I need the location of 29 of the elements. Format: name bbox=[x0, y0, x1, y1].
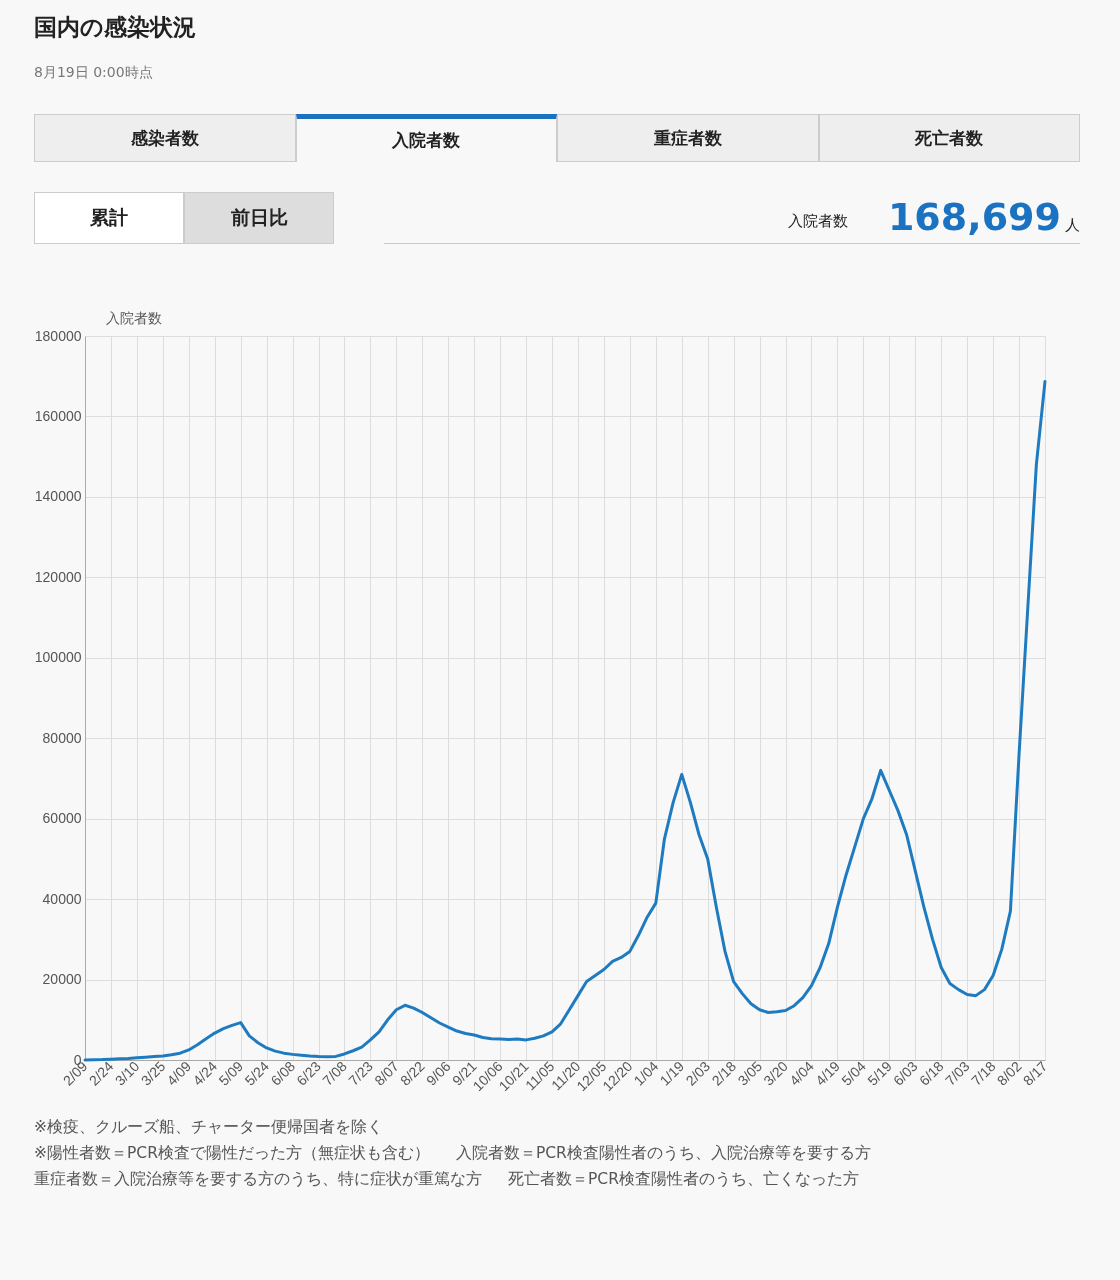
tab-button: 死亡者数 bbox=[818, 114, 1080, 162]
text: 死亡者数＝PCR検査陽性者のうち、亡くなった方 bbox=[508, 1170, 859, 1188]
toggle-button: 前日比 bbox=[184, 192, 334, 244]
chart-title: 国内の感染状況 bbox=[34, 13, 197, 42]
chart-subtitle: 8月19日 0:00時点 bbox=[34, 64, 154, 82]
y-tick-label: 180000 bbox=[34, 327, 82, 344]
y-tick-label: 160000 bbox=[34, 407, 82, 424]
y-tick-label: 40000 bbox=[42, 890, 82, 907]
tab-button: 重症者数 bbox=[557, 114, 819, 162]
y-tick-label: 140000 bbox=[34, 488, 82, 505]
x-tick-label: 7/23 bbox=[345, 1057, 376, 1089]
text: 入院者数＝PCR検査陽性者のうち、入院治療等を要する方 bbox=[455, 1144, 871, 1162]
y-tick-label: 100000 bbox=[34, 649, 82, 666]
y-tick-label: 20000 bbox=[42, 971, 82, 988]
y-tick-label: 80000 bbox=[42, 729, 82, 746]
x-tick-label: 5/24 bbox=[241, 1057, 273, 1089]
text: ※検疫、クルーズ船、チャーター便帰国者を除く bbox=[34, 1118, 383, 1136]
text: 入院者数 bbox=[106, 309, 162, 326]
toggle-button: 累計 bbox=[34, 192, 184, 244]
y-tick-label: 120000 bbox=[34, 568, 82, 585]
y-tick-label: 60000 bbox=[42, 810, 82, 827]
x-tick-label: 4/04 bbox=[786, 1057, 818, 1089]
text: 入院者数 bbox=[787, 212, 848, 231]
text: 重症者数＝入院治療等を要する方のうち、特に症状が重篤な方 bbox=[34, 1170, 482, 1188]
tab-button: 入院者数 bbox=[295, 114, 557, 162]
text: 168,699 bbox=[887, 195, 1061, 239]
text: 人 bbox=[1065, 216, 1080, 235]
text: ※陽性者数＝PCR検査で陽性だった方（無症状も含む） bbox=[34, 1144, 430, 1162]
tab-button: 感染者数 bbox=[34, 114, 296, 162]
